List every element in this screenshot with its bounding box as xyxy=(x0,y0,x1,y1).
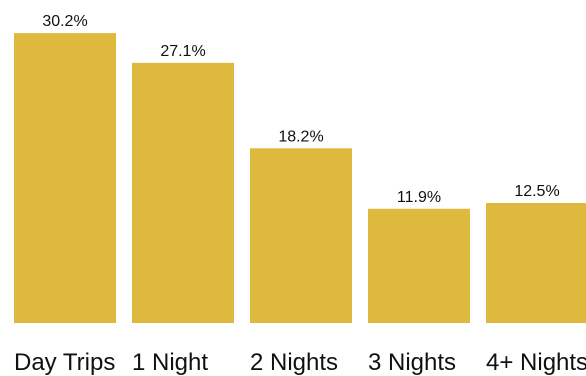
category-label-4-nights: 4+ Nights xyxy=(486,349,586,376)
bars-group xyxy=(14,33,586,324)
value-label-1-night: 27.1% xyxy=(160,43,205,60)
category-labels-group: Day Trips 1 Night 2 Nights 3 Nights 4+ Night… xyxy=(14,349,586,376)
category-label-1-night: 1 Night xyxy=(132,349,208,376)
value-label-4-nights: 12.5% xyxy=(514,183,559,200)
bar-3-nights xyxy=(368,208,470,323)
bar-day-trips xyxy=(14,33,116,323)
category-label-2-nights: 2 Nights xyxy=(250,349,338,376)
bar-1-night xyxy=(132,62,234,324)
value-label-2-nights: 18.2% xyxy=(278,128,323,145)
value-label-day-trips: 30.2% xyxy=(42,13,87,30)
category-label-3-nights: 3 Nights xyxy=(368,349,456,376)
bar-2-nights xyxy=(250,148,352,323)
category-label-day-trips: Day Trips xyxy=(14,349,115,376)
value-label-3-nights: 11.9% xyxy=(397,189,441,206)
bar-4-nights xyxy=(486,203,586,323)
value-labels-group: 30.2% 27.1% 18.2% 11.9% 12.5% xyxy=(42,13,559,206)
